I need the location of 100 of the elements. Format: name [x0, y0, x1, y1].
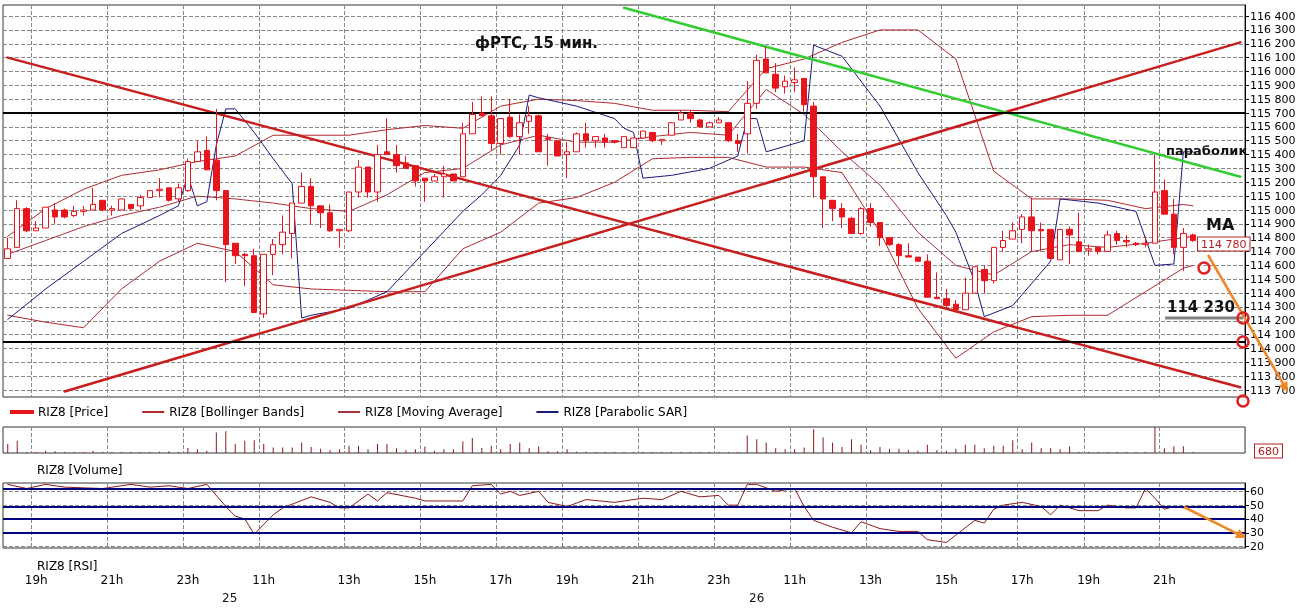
candlestick [810, 101, 817, 199]
candlestick [687, 109, 694, 124]
candlestick [630, 137, 637, 149]
x-tick-label: 13h [337, 573, 361, 587]
candlestick [1142, 235, 1149, 248]
candlestick [242, 252, 248, 287]
candlestick [839, 202, 845, 229]
candlestick [479, 95, 485, 117]
y-tick-label: 115 000 [1250, 203, 1296, 217]
y-tick-label: 115 800 [1250, 92, 1296, 106]
candlestick [308, 177, 314, 225]
x-tick-label: 23h [707, 573, 731, 587]
y-tick-label: 20 [1250, 540, 1264, 554]
text: 26 [749, 591, 765, 605]
x-tick-label: 21h [631, 573, 655, 587]
candlestick [422, 177, 428, 203]
candlestick [298, 172, 305, 204]
candlestick [99, 199, 106, 212]
candlestick [1047, 228, 1054, 259]
x-tick-label: 19h [24, 573, 48, 587]
candlestick [80, 205, 87, 217]
y-tick-label: 115 400 [1250, 148, 1296, 162]
candlestick [1123, 234, 1130, 248]
candlestick [23, 206, 30, 233]
candlestick [972, 266, 978, 294]
candlestick [42, 206, 49, 229]
y-tick-label: 116 000 [1250, 64, 1296, 78]
candlestick [90, 187, 96, 211]
legend-label: RIZ8 [Bollinger Bands] [169, 405, 305, 419]
x-tick-label: 11h [783, 573, 807, 587]
candlestick [991, 246, 997, 284]
candlestick [564, 141, 570, 179]
candlestick [137, 194, 144, 211]
candlestick [1114, 230, 1120, 246]
candlestick [403, 155, 409, 169]
y-tick-label: 114 300 [1250, 300, 1296, 314]
y-tick-label: 115 300 [1250, 161, 1296, 175]
y-tick-label: 116 300 [1250, 23, 1296, 37]
candlestick [791, 66, 798, 93]
candlestick [678, 109, 684, 121]
candlestick [317, 205, 324, 229]
y-tick-label: 114 500 [1250, 272, 1296, 286]
text: фРТС, 15 мин. [475, 33, 598, 52]
y-tick-label: 116 400 [1250, 9, 1296, 23]
candlestick [4, 237, 11, 259]
candlestick [488, 95, 495, 151]
candlestick [943, 288, 950, 308]
candlestick [535, 113, 542, 153]
candlestick [336, 228, 343, 248]
candlestick [1104, 230, 1111, 253]
candlestick [1161, 179, 1168, 215]
candlestick [412, 165, 419, 187]
candlestick [915, 256, 921, 262]
candlestick [554, 140, 561, 157]
candlestick [611, 140, 618, 145]
y-tick-label: 116 100 [1250, 51, 1296, 65]
candlestick [14, 199, 20, 248]
candlestick [1009, 221, 1016, 240]
candlestick [346, 191, 352, 233]
candlestick [118, 198, 125, 211]
candlestick [1180, 227, 1187, 272]
candlestick [33, 220, 39, 232]
candlestick [1019, 213, 1025, 244]
candlestick [820, 176, 826, 229]
x-tick-label: 19h [555, 573, 579, 587]
annotation: MA [1206, 214, 1235, 234]
candlestick [744, 80, 751, 154]
candlestick [829, 199, 836, 222]
candlestick [953, 299, 959, 314]
y-tick-label: 114 600 [1250, 258, 1296, 272]
candlestick [526, 105, 532, 135]
candlestick [735, 133, 741, 153]
candlestick [497, 118, 504, 156]
candlestick [156, 177, 163, 199]
text: RIZ8 [RSI] [37, 559, 98, 573]
candlestick [1076, 212, 1082, 253]
candlestick [763, 46, 769, 74]
x-tick-label: 21h [100, 573, 124, 587]
candlestick [801, 77, 807, 113]
candlestick [896, 242, 902, 266]
candlestick [877, 221, 883, 247]
candlestick [384, 118, 390, 156]
candlestick [507, 98, 513, 139]
candlestick [668, 122, 675, 136]
candlestick [223, 190, 229, 283]
y-tick-label: 114 800 [1250, 231, 1296, 245]
candlestick [886, 237, 893, 247]
candlestick [232, 242, 239, 265]
candlestick [1085, 244, 1092, 257]
candlestick [279, 215, 286, 255]
y-tick-label: 114 200 [1250, 314, 1296, 328]
candlestick [327, 203, 333, 233]
candlestick [260, 253, 267, 319]
candlestick [858, 206, 864, 236]
line-series [7, 483, 1184, 543]
candlestick [583, 122, 589, 149]
candlestick [962, 277, 969, 311]
x-tick-label: 15h [934, 573, 958, 587]
candlestick [1028, 197, 1035, 253]
candlestick [355, 159, 362, 199]
